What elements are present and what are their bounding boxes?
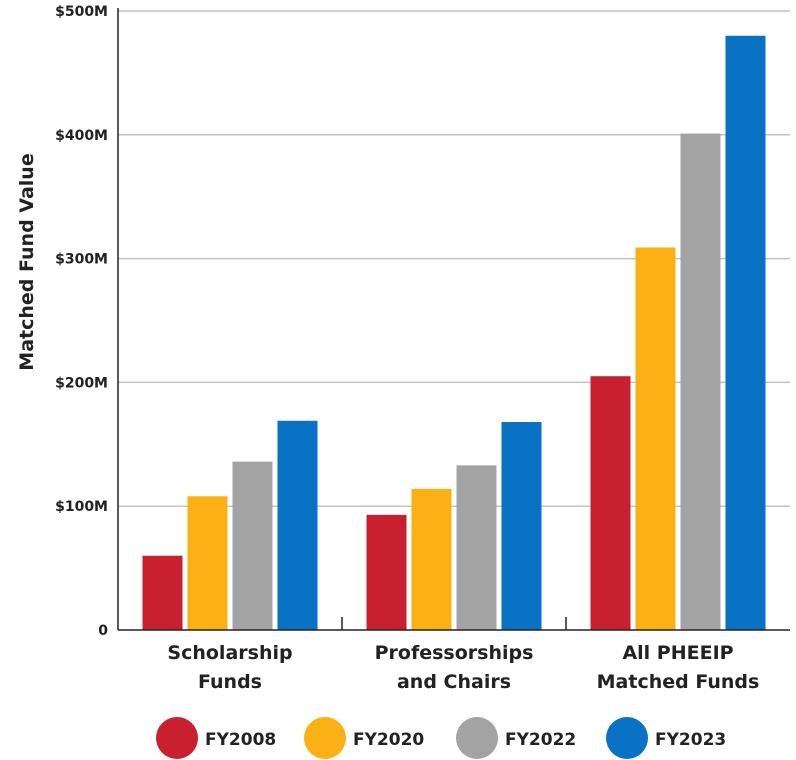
category-label: and Chairs: [397, 671, 511, 693]
category-label: Matched Funds: [597, 671, 760, 693]
y-tick-label: $200M: [55, 375, 108, 391]
legend: FY2008 FY2020 FY2022 FY2023: [156, 717, 726, 759]
legend-swatch: [456, 717, 498, 759]
bar: [590, 376, 631, 630]
bar: [232, 461, 273, 630]
bar: [680, 133, 721, 630]
bar: [725, 35, 766, 630]
y-axis-label: Matched Fund Value: [16, 153, 38, 370]
bar: [366, 514, 407, 630]
y-tick-label: $500M: [55, 4, 108, 20]
category-label: Scholarship: [167, 642, 292, 664]
category-label: Funds: [198, 671, 262, 693]
bar: [456, 465, 497, 630]
legend-swatch: [156, 717, 198, 759]
legend-label: FY2022: [505, 730, 576, 750]
category-labels: Scholarship Funds Professorships and Chairs…: [167, 642, 759, 693]
bar: [501, 422, 542, 630]
legend-label: FY2020: [353, 730, 424, 750]
bar: [142, 555, 183, 630]
y-tick-label: 0: [98, 623, 108, 639]
axes: [117, 8, 790, 631]
bar: [411, 488, 452, 630]
y-tick-labels: 0 $100M $200M $300M $400M $500M: [55, 4, 108, 639]
bar: [187, 496, 228, 630]
category-label: All PHEEIP: [622, 642, 733, 664]
category-label: Professorships: [375, 642, 534, 664]
bars: [142, 35, 766, 630]
bar: [277, 420, 318, 630]
legend-swatch: [606, 717, 648, 759]
y-tick-label: $100M: [55, 499, 108, 515]
gridlines: [118, 10, 790, 507]
y-tick-label: $400M: [55, 128, 108, 144]
legend-label: FY2008: [205, 730, 276, 750]
legend-swatch: [304, 717, 346, 759]
bar: [635, 247, 676, 630]
y-tick-label: $300M: [55, 252, 108, 268]
legend-label: FY2023: [655, 730, 726, 750]
